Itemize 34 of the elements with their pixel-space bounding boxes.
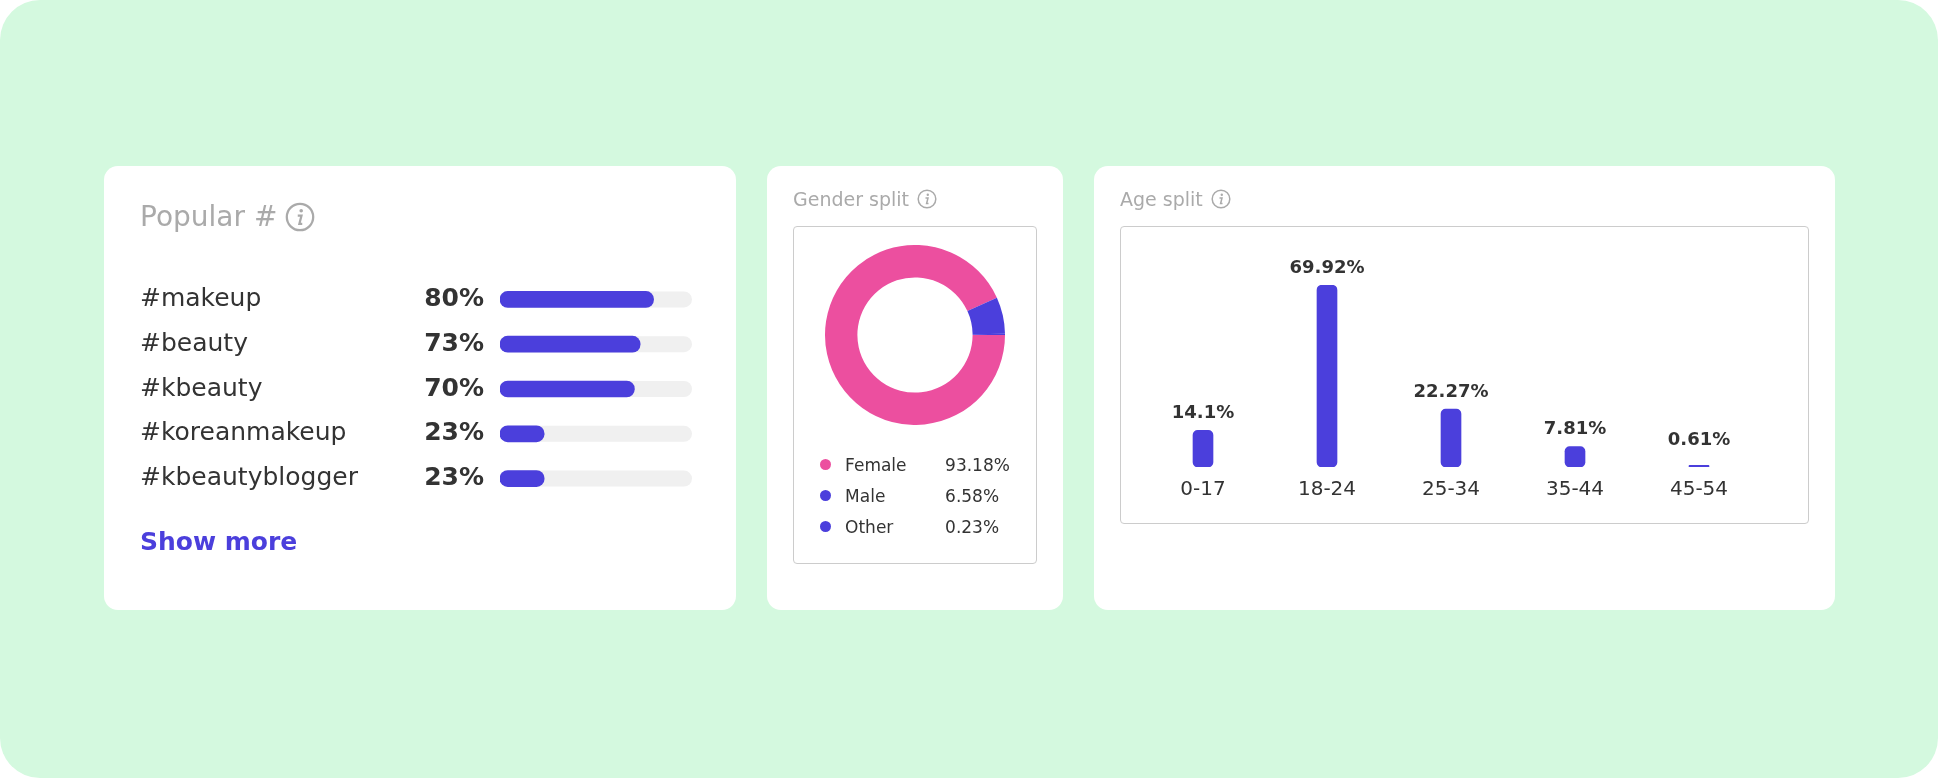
x-tick-label: 45-54 [1669, 476, 1729, 501]
bar [1440, 408, 1462, 467]
x-tick-label: 18-24 [1297, 476, 1357, 501]
data-label: 6.58% [945, 485, 1000, 506]
y-tick-label: #koreanmakeup [140, 417, 347, 447]
text: Popular # [140, 200, 278, 233]
data-label: 70% [424, 372, 484, 402]
data-label: 23% [424, 462, 484, 492]
y-tick-label: #makeup [140, 282, 262, 312]
chart-title: Age split [1120, 188, 1203, 210]
data-label: 14.1% [1171, 401, 1235, 423]
data-label: 0.61% [1667, 427, 1731, 449]
text: Show more [140, 527, 299, 556]
x-tick-label: 25-34 [1421, 476, 1481, 501]
data-label: 22.27% [1413, 379, 1489, 401]
legend-label: Other [845, 516, 895, 537]
data-label: 80% [424, 282, 484, 312]
x-tick-label: 35-44 [1545, 476, 1605, 501]
data-label: 69.92% [1289, 255, 1365, 277]
chart-title: Gender split [793, 188, 910, 210]
data-label: 73% [424, 327, 484, 357]
bar [1192, 430, 1214, 467]
y-tick-label: #kbeautyblogger [140, 462, 359, 492]
x-tick-label: 0-17 [1180, 476, 1226, 501]
data-label: 7.81% [1543, 417, 1607, 439]
data-label: 93.18% [945, 454, 1010, 475]
bar [1316, 285, 1338, 467]
y-tick-label: #kbeauty [140, 372, 263, 402]
bar [1564, 446, 1586, 467]
legend-label: Male [845, 485, 887, 506]
legend-label: Female [845, 454, 908, 475]
data-label: 23% [424, 417, 484, 447]
data-label: 0.23% [945, 516, 1000, 537]
y-tick-label: #beauty [140, 327, 249, 357]
